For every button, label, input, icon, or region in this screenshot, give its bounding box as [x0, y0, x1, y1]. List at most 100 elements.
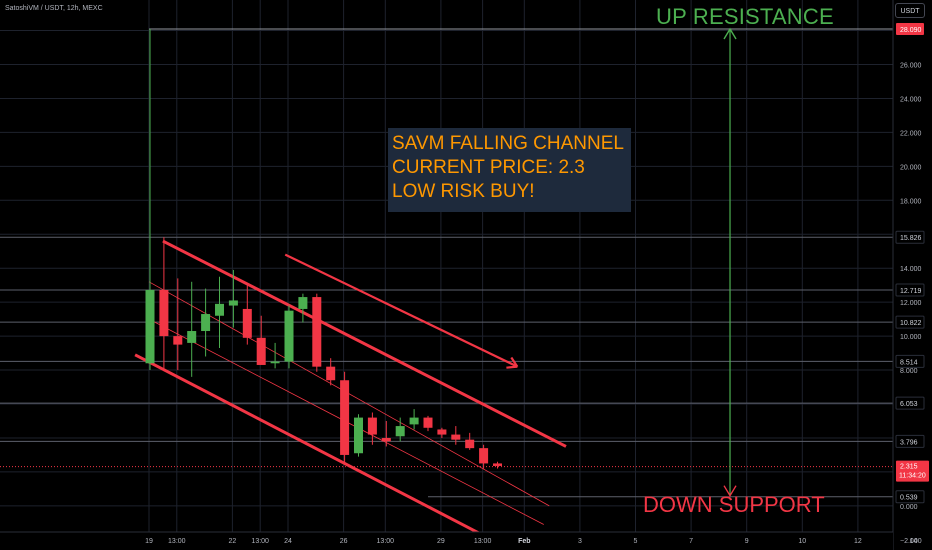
- time-tick-label: 19: [145, 538, 153, 545]
- time-tick-label: Feb: [518, 538, 530, 545]
- candle: [340, 371, 350, 466]
- price-level-text: 12.719: [900, 288, 922, 295]
- note-line: SAVM FALLING CHANNEL: [392, 133, 624, 154]
- candle: [201, 288, 211, 357]
- candle-body: [423, 417, 433, 428]
- candle-body: [326, 366, 336, 381]
- price-tick-label: 12.000: [900, 300, 922, 307]
- candle-body: [437, 429, 447, 435]
- candle: [437, 427, 447, 438]
- price-tick-label: 22.000: [900, 130, 922, 137]
- candle-body: [284, 310, 294, 362]
- time-tick-label: 13:00: [377, 538, 395, 545]
- time-tick-label: 5: [634, 538, 638, 545]
- candle-body: [256, 337, 266, 365]
- price-level-tag: [895, 283, 925, 297]
- candle: [145, 29, 155, 371]
- price-tick-label: −2.000: [900, 538, 922, 545]
- candle-body: [173, 336, 183, 345]
- candle-body: [242, 308, 252, 338]
- candle-body: [340, 380, 350, 455]
- candle-body: [354, 417, 363, 454]
- candle: [270, 342, 280, 369]
- candle-body: [465, 439, 475, 449]
- candles: [145, 29, 502, 469]
- time-tick-label: 24: [284, 538, 292, 545]
- candle-body: [159, 289, 169, 337]
- currency-button[interactable]: USDT: [895, 3, 925, 18]
- candle: [381, 420, 391, 447]
- price-axis-bg: [893, 0, 932, 550]
- symbol-title: SatoshiVM / USDT, 12h, MEXC: [5, 5, 103, 12]
- price-level-tag: [895, 434, 925, 448]
- channel-upper-line: [162, 239, 567, 448]
- candle-body: [493, 463, 502, 466]
- candle-body: [395, 426, 405, 437]
- candle-body: [479, 448, 489, 464]
- candle: [187, 281, 197, 377]
- candle-body: [201, 314, 211, 332]
- price-axis[interactable]: −2.000 0.000 8.000 10.000 12.000 14.000 18.000…: [892, 0, 932, 550]
- projection-arrowhead: [506, 365, 518, 369]
- candle: [242, 285, 252, 345]
- time-axis-bg: [0, 532, 893, 550]
- time-tick-label: 3: [578, 538, 582, 545]
- price-level-text: 10.822: [900, 320, 922, 327]
- time-tick-label: 22: [229, 538, 237, 545]
- candle-body: [228, 300, 238, 306]
- down-support-label: DOWN SUPPORT: [643, 492, 825, 517]
- candle: [423, 415, 433, 432]
- countdown-text: 11:34:20: [899, 473, 926, 480]
- price-level-tag: [895, 396, 925, 410]
- candle: [367, 412, 377, 445]
- candle: [284, 305, 294, 369]
- grid-lines: [0, 0, 914, 541]
- candle: [256, 315, 266, 365]
- price-level-text: 6.053: [900, 401, 918, 408]
- price-level-text: 8.514: [900, 359, 918, 366]
- price-level-text: 3.796: [900, 439, 918, 446]
- candle-body: [215, 303, 224, 316]
- time-tick-label: 7: [689, 538, 693, 545]
- candle: [326, 358, 336, 386]
- arrow-down-head: [723, 485, 737, 498]
- time-tick-label: 13:00: [251, 538, 269, 545]
- falling-channel: [134, 239, 567, 550]
- candle-body: [381, 437, 391, 442]
- price-tick-label: 24.000: [900, 96, 922, 103]
- price-level-tag: [895, 490, 925, 504]
- current-price-text: 2.315: [900, 464, 918, 471]
- time-tick-label: 29: [437, 538, 445, 545]
- up-resistance-label: UP RESISTANCE: [656, 4, 834, 29]
- channel-mid-line: [148, 281, 550, 507]
- candle: [479, 444, 489, 469]
- candle: [465, 432, 475, 450]
- candle: [215, 276, 224, 348]
- candle-body: [409, 417, 419, 425]
- candle-body: [451, 434, 461, 440]
- note-line: CURRENT PRICE: 2.3: [392, 157, 585, 178]
- candle: [451, 426, 461, 445]
- candle: [159, 237, 169, 369]
- price-level-tag: [896, 23, 924, 36]
- price-tick-label: 18.000: [900, 198, 922, 205]
- price-level-tag: [895, 354, 925, 368]
- time-tick-label: 26: [340, 538, 348, 545]
- time-axis[interactable]: 19 13:00 22 13:00 24 26 13:00 29 13:00 Feb 3 5 7 9 10 1…: [0, 531, 918, 550]
- price-level-tag: [895, 315, 925, 329]
- candle: [298, 293, 308, 323]
- time-tick-label: 14: [910, 538, 918, 545]
- candle-body: [298, 297, 308, 309]
- current-price-tag: [896, 460, 929, 482]
- resistance-support-arrow: [723, 27, 737, 498]
- price-level-text: 28.090: [900, 27, 922, 34]
- analysis-note: SAVM FALLING CHANNEL CURRENT PRICE: 2.3 …: [388, 128, 631, 212]
- candle-body: [367, 417, 377, 435]
- price-level-text: 15.826: [900, 235, 922, 242]
- arrow-up-head: [723, 27, 737, 40]
- candle-body: [312, 297, 322, 367]
- projection-arrowhead: [510, 356, 519, 368]
- candle-body: [187, 331, 197, 343]
- candle-body: [145, 289, 155, 364]
